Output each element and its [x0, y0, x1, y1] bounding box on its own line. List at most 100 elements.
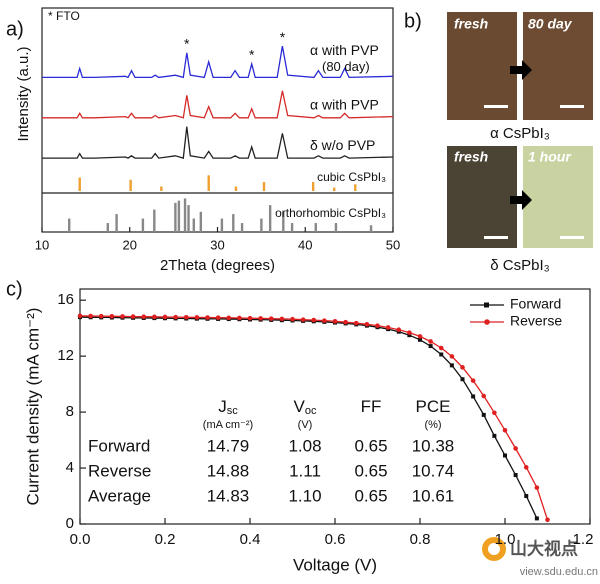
logo — [488, 543, 500, 555]
marker — [98, 313, 104, 319]
table-cell: 10.74 — [412, 461, 455, 480]
x-tick-label: 0.2 — [155, 531, 176, 548]
xrd-line — [42, 126, 394, 159]
header-symbol: V — [294, 397, 306, 416]
table-cell: 10.38 — [412, 436, 455, 455]
photo-label: 1 hour — [528, 149, 572, 165]
row-label: Average — [88, 486, 151, 505]
marker — [88, 313, 93, 319]
marker — [194, 315, 200, 320]
marker — [258, 316, 263, 321]
reference-stick — [290, 223, 294, 232]
photo-caption: α CsPbI₃ — [490, 125, 550, 142]
photo — [523, 12, 593, 120]
reference-stick — [174, 202, 177, 232]
marker — [162, 314, 168, 320]
marker — [417, 334, 423, 339]
marker — [332, 319, 338, 324]
asterisk: * — [280, 29, 286, 45]
y-tick-label: 16 — [57, 291, 74, 308]
reference-stick — [333, 187, 336, 191]
arrow — [510, 190, 532, 210]
marker — [481, 393, 487, 399]
reference-stick — [262, 182, 266, 191]
y-tick-label: 4 — [66, 459, 74, 476]
marker — [120, 314, 125, 319]
x-tick-label: 0.4 — [240, 531, 261, 548]
reference-stick — [234, 186, 238, 191]
marker — [545, 517, 550, 523]
series-sublabel: (80 day) — [322, 59, 370, 74]
series-label: α with PVP — [310, 96, 379, 112]
reference-stick — [199, 211, 203, 232]
marker — [109, 313, 115, 319]
marker — [205, 315, 210, 320]
panel-label: c) — [6, 278, 23, 300]
reference-stick — [160, 186, 163, 191]
reference-stick — [282, 211, 285, 232]
marker — [141, 314, 147, 319]
y-axis-label: Intensity (a.u.) — [15, 46, 32, 141]
photo — [447, 146, 517, 248]
panel-label: b) — [404, 10, 422, 32]
table-cell: 0.65 — [354, 461, 387, 480]
watermark: 山大视点 view.sdu.edu.cn — [482, 537, 598, 578]
marker — [470, 378, 476, 383]
reference-stick — [334, 223, 338, 232]
marker — [492, 410, 497, 416]
marker — [439, 352, 444, 357]
column-unit: (mA cm⁻²) — [203, 419, 253, 431]
xrd-line — [42, 45, 394, 79]
reference-stick — [183, 198, 187, 232]
column-unit: (%) — [424, 419, 441, 431]
x-tick-label: 0.0 — [70, 531, 91, 548]
marker — [513, 473, 518, 478]
marker — [524, 494, 529, 499]
legend-marker — [484, 302, 489, 308]
marker — [460, 365, 465, 370]
photo — [447, 12, 517, 120]
marker — [449, 363, 454, 368]
photo-panel: b) fresh 80 day fresh 1 hour α CsPbI₃ δ … — [404, 10, 593, 274]
table-cell: 1.08 — [288, 436, 321, 455]
reference-stick — [177, 200, 181, 232]
arrow — [510, 60, 532, 80]
reference-stick — [187, 205, 190, 232]
marker — [428, 344, 433, 349]
x-tick-label: 1.2 — [573, 531, 594, 548]
marker — [279, 316, 285, 322]
table-cell: 0.65 — [354, 486, 387, 505]
watermark-url: view.sdu.edu.cn — [520, 566, 598, 578]
series-label: α with PVP — [310, 42, 379, 58]
x-axis-label: Voltage (V) — [293, 555, 377, 574]
reference-stick — [268, 205, 272, 232]
row-label: Reverse — [88, 461, 151, 480]
table-cell: 14.88 — [207, 461, 250, 480]
column-header: Jsc — [218, 397, 238, 416]
table-cell: 14.79 — [207, 436, 250, 455]
marker — [385, 325, 391, 330]
marker — [534, 485, 540, 490]
photo-caption: δ CsPbI₃ — [490, 257, 549, 274]
table-cell: 0.65 — [354, 436, 387, 455]
reference-stick — [369, 225, 373, 232]
marker — [449, 354, 455, 359]
marker — [428, 339, 433, 344]
photo-label: fresh — [454, 16, 488, 32]
marker — [502, 427, 508, 433]
marker — [237, 315, 242, 321]
marker — [215, 315, 221, 320]
reference-stick — [153, 209, 156, 232]
reference-label: cubic CsPbI₃ — [317, 170, 386, 184]
x-tick-label: 20 — [123, 237, 137, 252]
scale-bar — [484, 105, 508, 108]
reference-stick — [68, 218, 71, 232]
reference-stick — [141, 218, 145, 232]
marker — [152, 314, 157, 320]
header-subscript: sc — [227, 405, 239, 417]
marker — [364, 321, 370, 327]
marker — [396, 327, 402, 333]
reference-stick — [192, 218, 196, 232]
marker — [290, 316, 295, 322]
column-header: PCE — [416, 397, 451, 416]
